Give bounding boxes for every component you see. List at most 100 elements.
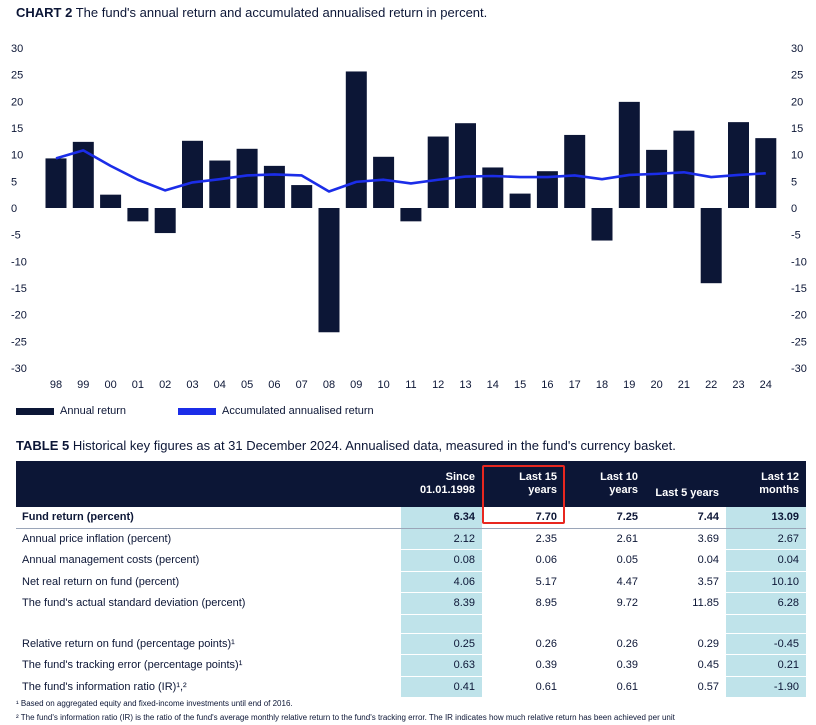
y-tick-label-right: 10: [791, 150, 803, 162]
bar-annual-return: [755, 138, 777, 208]
cell-value: 2.35: [482, 528, 564, 550]
footnote-2: ² The fund's information ratio (IR) is t…: [16, 713, 675, 722]
x-tick-label: 03: [186, 379, 198, 391]
bar-annual-return: [482, 167, 504, 208]
chart-number: CHART 2: [16, 5, 73, 20]
y-tick-label-right: -10: [791, 256, 807, 268]
row-label: Annual price inflation (percent): [16, 528, 401, 550]
legend-line-swatch: [178, 407, 216, 415]
cell-value: 0.57: [645, 676, 726, 698]
bar-annual-return: [236, 148, 258, 208]
bar-annual-return: [591, 208, 613, 241]
bar-annual-return: [700, 208, 722, 284]
cell-value: 4.06: [401, 571, 482, 593]
header-line: Last 10: [600, 471, 638, 483]
y-tick-label-right: -15: [791, 283, 807, 295]
header-last-5-years: Last 5 years: [645, 461, 726, 507]
cell-value: 13.09: [726, 507, 806, 529]
bar-annual-return: [154, 208, 176, 234]
y-tick-label-right: 25: [791, 70, 803, 82]
y-tick-label-right: 15: [791, 123, 803, 135]
x-tick-label: 16: [541, 379, 553, 391]
cell-value: 0.26: [482, 633, 564, 655]
spacer-cell: [726, 614, 806, 634]
bar-annual-return: [646, 149, 668, 208]
cell-value: 0.06: [482, 549, 564, 572]
x-tick-label: 23: [732, 379, 744, 391]
x-tick-label: 04: [214, 379, 226, 391]
x-tick-label: 24: [760, 379, 772, 391]
bar-annual-return: [400, 208, 422, 222]
spacer-cell: [401, 614, 482, 634]
row-label: The fund's tracking error (percentage po…: [16, 654, 401, 677]
bar-annual-return: [45, 158, 67, 208]
table-row: The fund's tracking error (percentage po…: [16, 654, 806, 677]
cell-value: 6.34: [401, 507, 482, 529]
header-line: 01.01.1998: [419, 484, 475, 496]
bar-annual-return: [127, 208, 149, 222]
spacer-cell: [482, 614, 564, 634]
y-tick-label-right: 20: [791, 96, 803, 108]
y-tick-label-right: -30: [791, 363, 807, 375]
y-tick-label-right: 0: [791, 203, 797, 215]
cell-value: 7.44: [645, 507, 726, 529]
bar-annual-return: [564, 134, 586, 208]
x-tick-label: 01: [132, 379, 144, 391]
y-tick-label-right: -5: [791, 230, 801, 242]
table-row: Annual price inflation (percent) 2.12 2.35…: [16, 528, 806, 550]
cell-value: 0.26: [564, 633, 645, 655]
header-empty: [16, 461, 401, 507]
spacer-cell: [645, 614, 726, 634]
x-tick-label: 99: [77, 379, 89, 391]
cell-value: 0.45: [645, 654, 726, 677]
x-tick-label: 08: [323, 379, 335, 391]
x-tick-label: 02: [159, 379, 171, 391]
bar-annual-return: [263, 165, 285, 208]
x-tick-label: 98: [50, 379, 62, 391]
header-line: Last 15: [519, 471, 557, 483]
cell-value: 8.39: [401, 592, 482, 615]
x-tick-label: 05: [241, 379, 253, 391]
bar-annual-return: [427, 136, 449, 208]
bar-annual-return: [455, 123, 476, 208]
x-tick-label: 00: [104, 379, 116, 391]
bar-annual-return: [728, 122, 749, 208]
legend-bar-swatch: [16, 407, 54, 415]
table-row: The fund's actual standard deviation (pe…: [16, 592, 806, 615]
cell-value: 9.72: [564, 592, 645, 615]
bar-annual-return: [291, 185, 313, 208]
header-line: years: [528, 484, 557, 496]
line-accumulated-return: [55, 149, 766, 193]
x-tick-label: 15: [514, 379, 526, 391]
cell-value: 0.39: [482, 654, 564, 677]
header-line: years: [609, 484, 638, 496]
cell-value: 4.47: [564, 571, 645, 593]
y-tick-label-left: 15: [11, 123, 23, 135]
header-last-15-years: Last 15 years: [482, 461, 564, 507]
table-row: Relative return on fund (percentage poin…: [16, 633, 806, 655]
legend-bar-label: Annual return: [60, 405, 127, 417]
footnotes: ¹ Based on aggregated equity and fixed-i…: [16, 697, 675, 725]
cell-value: 0.61: [564, 676, 645, 698]
bar-annual-return: [345, 71, 367, 208]
cell-value: 7.25: [564, 507, 645, 529]
x-tick-label: 17: [569, 379, 581, 391]
bar-annual-return: [72, 141, 94, 208]
cell-value: 6.28: [726, 592, 806, 615]
cell-value: 2.12: [401, 528, 482, 550]
y-tick-label-left: 20: [11, 96, 23, 108]
x-tick-label: 20: [650, 379, 662, 391]
table-title: Historical key figures as at 31 December…: [72, 438, 676, 453]
header-last-10-years: Last 10 years: [564, 461, 645, 507]
x-tick-label: 14: [487, 379, 499, 391]
spacer-cell: [16, 614, 401, 634]
table-number: TABLE 5: [16, 438, 70, 453]
cell-value: 0.29: [645, 633, 726, 655]
bar-annual-return: [373, 156, 395, 208]
table-row: Fund return (percent) 6.34 7.70 7.25 7.44 13.…: [16, 507, 806, 529]
x-tick-label: 09: [350, 379, 362, 391]
cell-value: -0.45: [726, 633, 806, 655]
spacer-row: [16, 614, 806, 634]
x-tick-label: 10: [377, 379, 389, 391]
cell-value: 0.05: [564, 549, 645, 572]
